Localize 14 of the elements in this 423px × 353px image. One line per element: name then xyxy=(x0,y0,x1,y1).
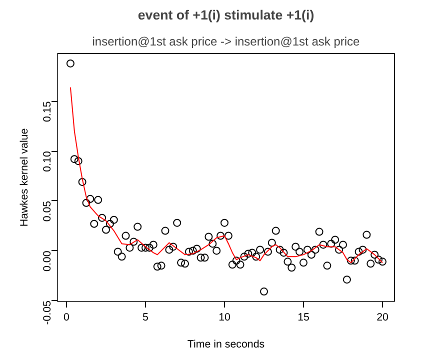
x-tick-label: 5 xyxy=(142,312,149,324)
x-axis-title: Time in seconds xyxy=(187,338,265,350)
y-axis-title: Hawkes kernel value xyxy=(18,128,30,227)
y-tick-label: 0.10 xyxy=(42,151,54,172)
x-tick-label: 15 xyxy=(298,312,310,324)
x-tick-label: 0 xyxy=(64,312,70,324)
y-tick-label: 0.15 xyxy=(42,101,54,122)
y-tick-label: -0.05 xyxy=(42,300,54,325)
chart-title: event of +1(i) stimulate +1(i) xyxy=(138,8,314,22)
chart-subtitle: insertion@1st ask price -> insertion@1st ask price xyxy=(92,34,360,48)
x-tick-label: 20 xyxy=(376,312,388,324)
x-tick-label: 10 xyxy=(218,312,230,324)
y-tick-label: 0.00 xyxy=(42,250,54,272)
y-tick-label: 0.05 xyxy=(42,200,54,222)
